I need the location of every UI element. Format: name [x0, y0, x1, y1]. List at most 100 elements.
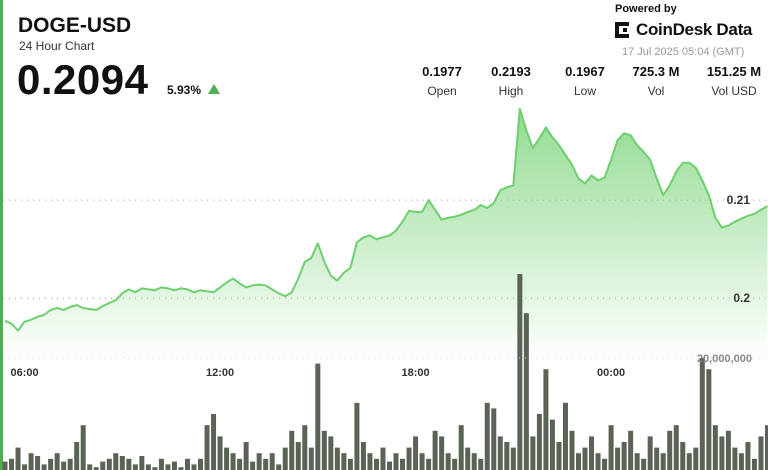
volume-bar — [224, 447, 230, 470]
volume-bar — [426, 458, 432, 470]
volume-bar — [41, 464, 47, 470]
volume-bar — [61, 461, 67, 470]
volume-bar — [256, 453, 262, 470]
volume-bar — [419, 453, 425, 470]
stat: 0.1967 Low — [545, 64, 625, 98]
volume-bar — [308, 447, 314, 470]
x-tick-label: 00:00 — [597, 367, 625, 379]
volume-bar — [569, 430, 575, 470]
volume-bar — [589, 436, 595, 470]
volume-bar — [80, 425, 86, 470]
volume-bar — [575, 453, 581, 470]
stat-label: Vol USD — [711, 84, 757, 98]
volume-bar — [126, 458, 132, 470]
volume-bar — [517, 274, 523, 470]
volume-bar — [738, 453, 744, 470]
x-tick-label: 12:00 — [206, 367, 234, 379]
x-tick-label: 18:00 — [402, 367, 430, 379]
subtitle: 24 Hour Chart — [19, 39, 95, 53]
volume-bar — [686, 453, 692, 470]
volume-bar — [35, 456, 41, 470]
volume-bar — [380, 447, 386, 470]
volume-bar — [432, 430, 438, 470]
volume-bar — [595, 453, 601, 470]
volume-bar — [93, 467, 99, 470]
volume-bar — [100, 461, 106, 470]
volume-bar — [48, 458, 54, 470]
volume-bar — [276, 464, 282, 470]
stat: 0.1977 Open — [402, 64, 482, 98]
volume-bar — [198, 458, 204, 470]
volume-bar — [445, 453, 451, 470]
volume-bar — [491, 408, 497, 470]
volume-bar — [641, 458, 647, 470]
volume-bar — [15, 447, 21, 470]
volume-bar — [549, 419, 555, 470]
stat: 0.2193 High — [471, 64, 551, 98]
volume-bar — [263, 458, 269, 470]
volume-bar — [523, 313, 529, 470]
volume-bar — [282, 447, 288, 470]
volume-bar — [478, 458, 484, 470]
volume-bar — [367, 453, 373, 470]
volume-bar — [673, 425, 679, 470]
volume-bar — [556, 442, 562, 470]
volume-bar — [484, 402, 490, 470]
volume-bar — [171, 461, 177, 470]
stat-value: 151.25 M — [706, 64, 762, 79]
stat: 151.25 M Vol USD — [694, 64, 768, 98]
volume-bar — [634, 453, 640, 470]
volume-bar — [543, 369, 549, 470]
volume-bar — [393, 453, 399, 470]
stat-label: High — [498, 84, 524, 98]
volume-bar — [530, 436, 536, 470]
stat-value: 0.1967 — [565, 64, 605, 79]
stat-label: Open — [427, 84, 457, 98]
price: 0.2094 — [17, 56, 149, 103]
volume-bar — [295, 442, 301, 470]
volume-bar — [289, 430, 295, 470]
volume-bar — [387, 461, 393, 470]
volume-bar — [510, 447, 516, 470]
volume-bar — [321, 430, 327, 470]
symbol: DOGE-USD — [18, 14, 132, 37]
volume-bar — [217, 436, 223, 470]
volume-bar — [204, 425, 210, 470]
volume-bar — [334, 447, 340, 470]
stat-label: Vol — [647, 84, 665, 98]
volume-bar — [719, 436, 725, 470]
volume-bar — [315, 363, 321, 470]
volume-bar — [132, 464, 138, 470]
y-tick-label: 0.21 — [727, 193, 751, 207]
volume-bar — [712, 425, 718, 470]
volume-bar — [22, 464, 28, 470]
volume-bar — [347, 458, 353, 470]
volume-bar — [74, 442, 80, 470]
brand: CoinDesk Data — [636, 20, 753, 39]
volume-bar — [354, 402, 360, 470]
volume-bar — [465, 447, 471, 470]
volume-bar — [758, 436, 764, 470]
volume-bar — [497, 436, 503, 470]
volume-bar — [654, 447, 660, 470]
volume-bar — [732, 447, 738, 470]
volume-bar — [341, 453, 347, 470]
volume-bar — [536, 414, 542, 470]
volume-bar — [9, 458, 15, 470]
volume-bar — [504, 442, 510, 470]
volume-bar — [191, 464, 197, 470]
volume-bar — [237, 458, 243, 470]
volume-bar — [452, 458, 458, 470]
volume-bar — [699, 358, 705, 470]
volume-bar — [471, 453, 477, 470]
volume-bar — [230, 453, 236, 470]
volume-bar — [178, 467, 184, 470]
volume-bar — [608, 425, 614, 470]
volume-bar — [67, 458, 73, 470]
volume-bar — [28, 453, 34, 470]
volume-bar — [113, 453, 119, 470]
up-arrow — [208, 84, 220, 94]
volume-bar — [243, 442, 249, 470]
volume-bar — [211, 414, 217, 470]
